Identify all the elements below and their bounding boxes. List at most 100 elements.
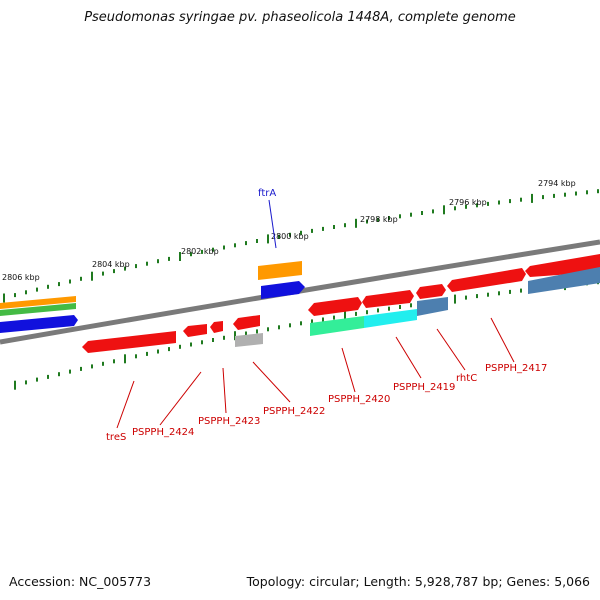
outer-minor-tick: [465, 204, 467, 209]
outer-minor-tick: [146, 261, 148, 266]
inner-minor-tick: [476, 294, 478, 299]
inner-minor-tick: [278, 325, 280, 330]
outer-minor-tick: [498, 200, 500, 205]
inner-minor-tick: [289, 323, 291, 328]
outer-major-tick: [3, 293, 5, 303]
feature-PSPPH_2419-upper: [362, 290, 414, 308]
outer-minor-tick: [520, 197, 522, 202]
outer-minor-tick: [80, 276, 82, 281]
inner-minor-tick: [520, 288, 522, 293]
feature-PSPPH_2422-gray: [235, 333, 263, 347]
kbp-label-2806: 2806 kbp: [2, 273, 40, 282]
accession-text: Accession: NC_005773: [9, 574, 152, 589]
outer-minor-tick: [102, 271, 104, 276]
outer-minor-tick: [564, 192, 566, 197]
feature-PSPPH_2419-cyan: [364, 309, 417, 328]
feature-orange-left: [0, 296, 76, 309]
feature-steelblue-right: [528, 267, 600, 294]
ftrA-leader-line: [268, 199, 277, 249]
inner-minor-tick: [146, 351, 148, 356]
outer-minor-tick: [234, 243, 236, 248]
outer-minor-tick: [454, 206, 456, 211]
kbp-label-2796: 2796 kbp: [449, 198, 487, 207]
PSPPH_2419-leader-line: [395, 336, 422, 379]
inner-minor-tick: [102, 361, 104, 366]
treS-leader-line: [116, 380, 135, 429]
kbp-label-2794: 2794 kbp: [538, 179, 576, 188]
inner-minor-tick: [223, 335, 225, 340]
gene-label-rhtC: rhtC: [456, 373, 477, 384]
outer-minor-tick: [124, 266, 126, 271]
inner-minor-tick: [201, 340, 203, 345]
outer-minor-tick: [168, 256, 170, 261]
outer-minor-tick: [256, 239, 258, 243]
inner-major-tick: [234, 331, 236, 341]
outer-minor-tick: [597, 189, 599, 194]
inner-minor-tick: [190, 342, 192, 347]
outer-minor-tick: [476, 203, 478, 208]
outer-minor-tick: [300, 230, 302, 235]
outer-minor-tick: [421, 211, 423, 215]
inner-minor-tick: [366, 310, 368, 315]
inner-minor-tick: [157, 349, 159, 354]
inner-minor-tick: [135, 354, 137, 359]
inner-minor-tick: [91, 364, 93, 369]
PSPPH_2420-leader-line: [341, 347, 356, 393]
inner-minor-tick: [465, 295, 467, 300]
inner-minor-tick: [267, 327, 269, 332]
outer-minor-tick: [575, 191, 577, 196]
outer-minor-tick: [432, 209, 434, 214]
outer-minor-tick: [322, 226, 324, 231]
outer-minor-tick: [14, 293, 16, 298]
gene-label-PSPPH_2420: PSPPH_2420: [328, 394, 390, 405]
gene-label-PSPPH_2424: PSPPH_2424: [132, 427, 194, 438]
kbp-label-2798: 2798 kbp: [360, 215, 398, 224]
feature-PSPPH_2424: [183, 324, 207, 337]
feature-PSPPH_2422-red: [233, 315, 260, 330]
gene-label-PSPPH_2419: PSPPH_2419: [393, 382, 455, 393]
outer-major-tick: [355, 218, 357, 228]
feature-rhtC-upper: [416, 284, 446, 299]
inner-minor-tick: [113, 359, 115, 364]
outer-minor-tick: [223, 245, 225, 250]
outer-minor-tick: [487, 201, 489, 206]
gene-label-ftrA: ftrA: [258, 188, 276, 199]
outer-major-tick: [443, 205, 445, 215]
outer-major-tick: [179, 252, 181, 261]
map-title: Pseudomonas syringae pv. phaseolicola 14…: [84, 10, 516, 25]
feature-PSPPH_2423: [210, 321, 223, 333]
feature-PSPPH_2420-upper: [308, 297, 362, 316]
PSPPH_2424-leader-line: [159, 371, 202, 426]
outer-minor-tick: [113, 269, 115, 274]
inner-minor-tick: [498, 291, 500, 296]
inner-minor-tick: [80, 366, 82, 371]
outer-minor-tick: [311, 228, 313, 233]
outer-minor-tick: [586, 190, 588, 195]
outer-tick-marks: [3, 189, 599, 303]
inner-minor-tick: [509, 289, 511, 294]
genome-stats-text: Topology: circular; Length: 5,928,787 bp…: [246, 574, 590, 589]
PSPPH_2423-leader-line: [222, 367, 227, 414]
outer-minor-tick: [344, 223, 346, 228]
inner-major-tick: [124, 354, 126, 364]
outer-minor-tick: [157, 259, 159, 264]
outer-minor-tick: [399, 214, 401, 219]
outer-minor-tick: [190, 252, 192, 257]
outer-minor-tick: [201, 249, 203, 254]
outer-minor-tick: [58, 282, 60, 287]
outer-minor-tick: [542, 195, 544, 200]
outer-minor-tick: [212, 247, 214, 252]
inner-minor-tick: [355, 311, 357, 316]
outer-major-tick: [267, 234, 269, 244]
inner-minor-tick: [256, 329, 258, 334]
inner-minor-tick: [300, 321, 302, 326]
inner-minor-tick: [388, 306, 390, 311]
rhtC-leader-line: [436, 328, 466, 371]
inner-minor-tick: [333, 315, 335, 320]
outer-major-tick: [531, 193, 533, 203]
inner-minor-tick: [47, 374, 49, 379]
outer-minor-tick: [69, 279, 71, 284]
inner-minor-tick: [410, 303, 412, 308]
inner-minor-tick: [179, 344, 181, 349]
